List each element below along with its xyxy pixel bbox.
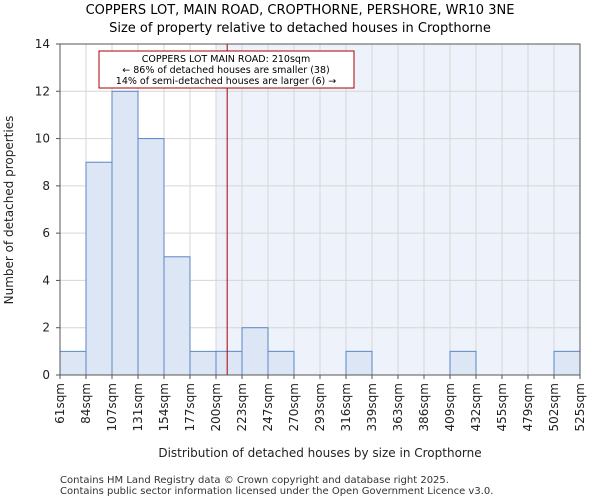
x-tick-label-200sqm: 200sqm <box>209 383 223 431</box>
footer-line-1: Contains HM Land Registry data © Crown c… <box>60 475 449 486</box>
x-tick-label-455sqm: 455sqm <box>495 383 509 431</box>
bar-502sqm <box>553 350 581 376</box>
bar-154sqm <box>163 256 191 376</box>
x-axis-label: Distribution of detached houses by size … <box>158 446 481 460</box>
bar-61sqm <box>59 350 87 376</box>
x-tick-label-432sqm: 432sqm <box>469 383 483 431</box>
x-tick-label-316sqm: 316sqm <box>339 383 353 431</box>
annotation-line-1: COPPERS LOT MAIN ROAD: 210sqm <box>142 54 310 65</box>
y-tick-label-12: 12 <box>35 84 50 98</box>
bar-131sqm <box>137 138 165 376</box>
x-tick-label-61sqm: 61sqm <box>53 383 67 424</box>
x-tick-label-363sqm: 363sqm <box>391 383 405 431</box>
x-tick-label-293sqm: 293sqm <box>313 383 327 431</box>
bar-177sqm <box>189 350 217 376</box>
footer-line-2: Contains public sector information licen… <box>60 486 493 497</box>
y-tick-label-8: 8 <box>42 179 50 193</box>
annotation-border <box>98 50 355 89</box>
y-tick-label-14: 14 <box>35 37 50 51</box>
x-tick-label-247sqm: 247sqm <box>261 383 275 431</box>
chart-title: COPPERS LOT, MAIN ROAD, CROPTHORNE, PERS… <box>86 3 515 18</box>
chart-subtitle: Size of property relative to detached ho… <box>109 21 491 36</box>
x-tick-label-154sqm: 154sqm <box>157 383 171 431</box>
y-tick-label-2: 2 <box>42 321 50 335</box>
y-tick-label-10: 10 <box>35 132 50 146</box>
x-tick-label-409sqm: 409sqm <box>443 383 457 431</box>
x-tick-label-502sqm: 502sqm <box>547 383 561 431</box>
bar-200sqm <box>215 350 243 376</box>
x-tick-label-525sqm: 525sqm <box>573 383 587 431</box>
y-axis-label: Number of detached properties <box>2 116 16 305</box>
x-tick-label-386sqm: 386sqm <box>417 383 431 431</box>
y-tick-labels: 0 2 4 6 8 10 12 14 <box>35 37 60 382</box>
annotation-line-2: ← 86% of detached houses are smaller (38… <box>122 65 329 76</box>
x-tick-label-177sqm: 177sqm <box>183 383 197 431</box>
bars <box>59 90 581 376</box>
y-tick-label-0: 0 <box>42 368 50 382</box>
annotation-box: COPPERS LOT MAIN ROAD: 210sqm ← 86% of d… <box>98 50 355 89</box>
x-tick-label-339sqm: 339sqm <box>365 383 379 431</box>
x-tick-label-270sqm: 270sqm <box>287 383 301 431</box>
bar-409sqm <box>449 350 477 376</box>
bar-84sqm <box>85 161 113 376</box>
bar-247sqm <box>267 350 295 376</box>
bar-316sqm <box>345 350 373 376</box>
y-tick-label-4: 4 <box>42 273 50 287</box>
x-tick-labels: 61sqm 84sqm 107sqm 131sqm 154sqm 177sqm 200sqm… <box>53 375 587 431</box>
x-tick-label-131sqm: 131sqm <box>131 383 145 431</box>
bar-107sqm <box>111 90 139 376</box>
annotation-line-3: 14% of semi-detached houses are larger (… <box>116 76 336 87</box>
y-tick-label-6: 6 <box>42 226 50 240</box>
x-tick-label-84sqm: 84sqm <box>79 383 93 424</box>
bar-223sqm <box>241 327 269 376</box>
x-tick-label-479sqm: 479sqm <box>521 383 535 431</box>
x-tick-label-107sqm: 107sqm <box>105 383 119 431</box>
x-tick-label-223sqm: 223sqm <box>235 383 249 431</box>
